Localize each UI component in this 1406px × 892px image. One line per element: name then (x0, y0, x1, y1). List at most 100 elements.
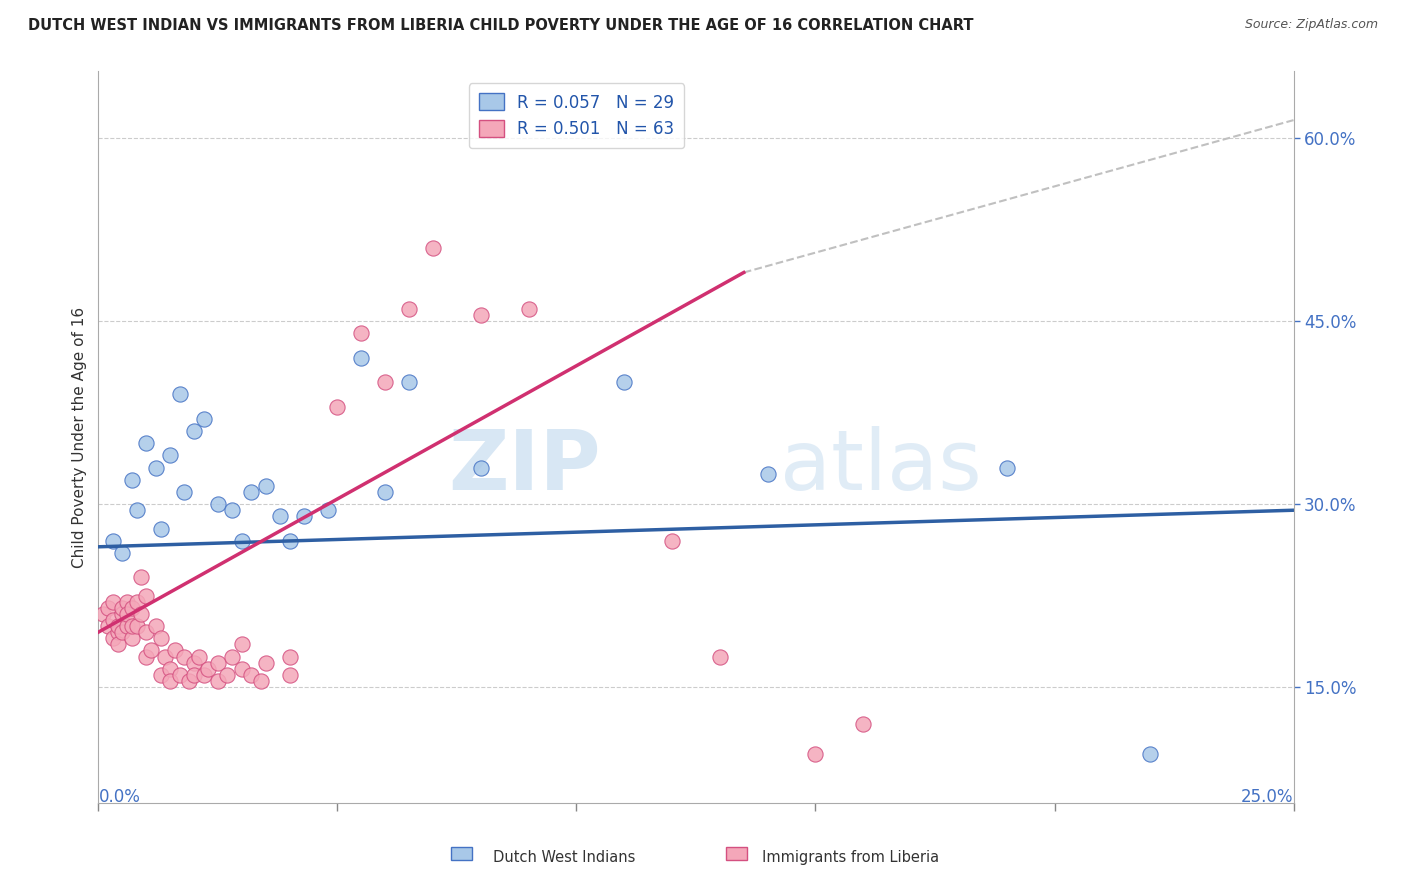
Point (709, 649, 731, 664)
Point (183, 656, 205, 670)
Point (1139, 747, 1161, 761)
Point (254, 656, 277, 670)
Point (350, 326, 373, 341)
Point (101, 594, 124, 608)
Point (125, 503, 148, 517)
Point (240, 485, 263, 500)
Point (183, 424, 205, 438)
Point (350, 351, 373, 365)
Point (374, 485, 396, 500)
Point (135, 649, 157, 664)
Point (613, 375, 636, 389)
Point (269, 509, 291, 524)
Point (159, 448, 181, 462)
Point (217, 667, 239, 681)
Point (131, 607, 153, 621)
Point (169, 387, 191, 401)
Point (97, 600, 120, 615)
Text: Dutch West Indians: Dutch West Indians (470, 850, 636, 865)
Point (374, 375, 396, 389)
Point (197, 662, 219, 676)
Point (221, 503, 243, 517)
Point (111, 600, 134, 615)
Point (756, 467, 779, 481)
Point (207, 497, 229, 511)
Point (111, 607, 134, 621)
Point (91, 607, 114, 621)
Text: 0.0%: 0.0% (98, 789, 141, 806)
Point (97, 619, 120, 633)
Point (995, 460, 1018, 475)
Point (101, 533, 124, 548)
Point (135, 436, 157, 450)
Point (193, 667, 215, 681)
Point (111, 625, 134, 640)
Point (159, 673, 181, 688)
Point (661, 533, 683, 548)
Point (163, 643, 186, 657)
Point (278, 667, 301, 681)
Point (121, 619, 143, 633)
Point (804, 747, 827, 761)
Point (111, 546, 134, 560)
Point (125, 619, 148, 633)
Point (207, 656, 229, 670)
Point (183, 667, 205, 681)
Point (155, 649, 177, 664)
Point (398, 375, 420, 389)
Point (470, 308, 492, 322)
Text: 25.0%: 25.0% (1241, 789, 1294, 806)
Point (139, 643, 162, 657)
Point (125, 594, 148, 608)
Point (107, 625, 129, 640)
Text: ZIP: ZIP (449, 425, 600, 507)
Point (115, 594, 138, 608)
Point (135, 589, 157, 603)
Point (470, 460, 492, 475)
Point (852, 716, 875, 731)
Point (231, 533, 253, 548)
Y-axis label: Child Poverty Under the Age of 16: Child Poverty Under the Age of 16 (72, 307, 87, 567)
Point (107, 637, 129, 651)
Point (121, 632, 143, 646)
Point (173, 649, 195, 664)
Point (107, 619, 129, 633)
Point (145, 619, 167, 633)
Point (121, 600, 143, 615)
Point (101, 632, 124, 646)
Point (179, 673, 201, 688)
Point (149, 521, 172, 535)
Point (145, 460, 167, 475)
Point (398, 301, 420, 317)
Point (422, 241, 444, 255)
Legend: R = 0.057   N = 29, R = 0.501   N = 63: R = 0.057 N = 29, R = 0.501 N = 63 (468, 83, 685, 148)
Point (231, 662, 253, 676)
Point (316, 503, 339, 517)
Point (159, 662, 181, 676)
Point (115, 607, 138, 621)
Point (254, 479, 277, 493)
Point (101, 613, 124, 627)
Point (240, 667, 263, 681)
Text: Source: ZipAtlas.com: Source: ZipAtlas.com (1244, 18, 1378, 31)
Point (292, 509, 315, 524)
Point (149, 667, 172, 681)
Point (187, 649, 209, 664)
Point (250, 673, 273, 688)
FancyBboxPatch shape (725, 847, 748, 860)
Point (173, 485, 195, 500)
Point (231, 637, 253, 651)
Point (121, 473, 143, 487)
FancyBboxPatch shape (451, 847, 472, 860)
Text: atlas: atlas (779, 425, 981, 507)
Point (169, 667, 191, 681)
Point (115, 619, 138, 633)
Point (207, 673, 229, 688)
Point (221, 649, 243, 664)
Point (149, 632, 172, 646)
Point (131, 570, 153, 584)
Point (278, 649, 301, 664)
Text: Immigrants from Liberia: Immigrants from Liberia (740, 850, 939, 865)
Point (517, 301, 540, 317)
Text: DUTCH WEST INDIAN VS IMMIGRANTS FROM LIBERIA CHILD POVERTY UNDER THE AGE OF 16 C: DUTCH WEST INDIAN VS IMMIGRANTS FROM LIB… (28, 18, 973, 33)
